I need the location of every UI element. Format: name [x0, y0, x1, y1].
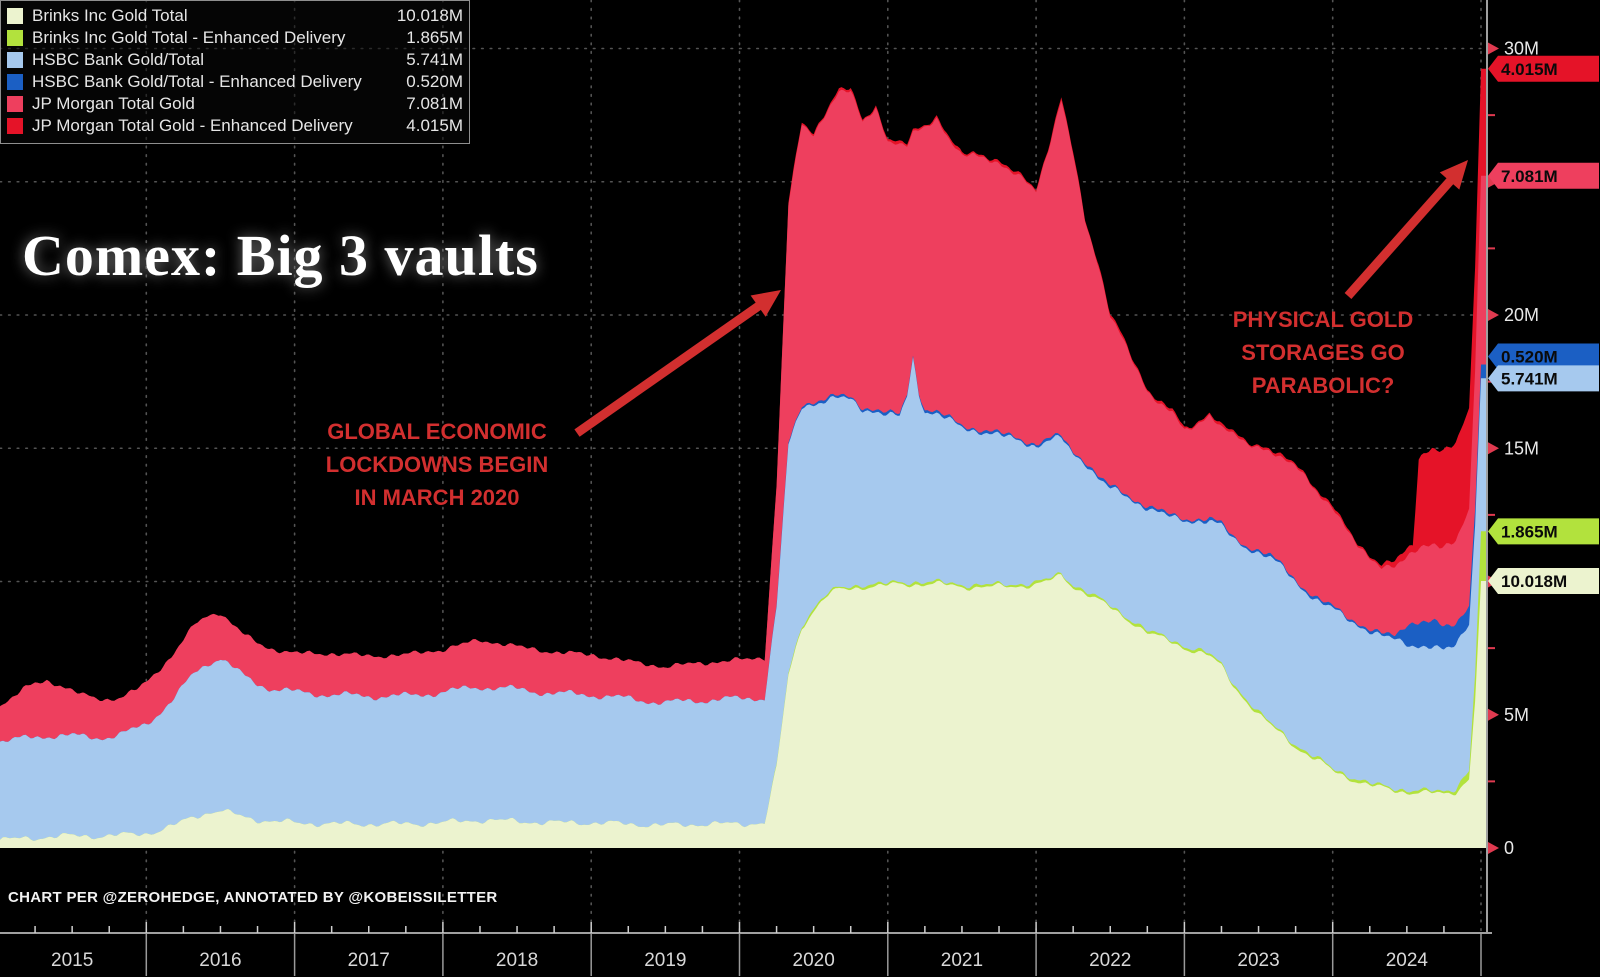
parabolic-arrow-shaft	[1344, 177, 1455, 299]
chart-title: Comex: Big 3 vaults	[22, 223, 539, 288]
year-label-2016: 2016	[199, 950, 241, 971]
year-label-2019: 2019	[644, 950, 686, 971]
value-badge-text: 10.018M	[1501, 572, 1567, 591]
legend-row: Brinks Inc Gold Total 10.018M	[7, 5, 463, 27]
legend-series-label: HSBC Bank Gold/Total	[32, 50, 204, 69]
annotation-lockdowns-line2: LOCKDOWNS BEGIN	[325, 452, 549, 477]
value-badge-5.741m: 5.741M	[1488, 365, 1599, 392]
y-tick-label-0: 0	[1504, 838, 1514, 858]
value-badge-shape	[1488, 55, 1599, 82]
y-major-tick-arrow	[1488, 842, 1499, 854]
legend-row: HSBC Bank Gold/Total 5.741M	[7, 49, 463, 71]
annotation-parabolic-line3: PARABOLIC?	[1251, 373, 1395, 398]
value-badge-text: 5.741M	[1501, 369, 1558, 388]
legend-row: JP Morgan Total Gold - Enhanced Delivery…	[7, 115, 463, 137]
value-badge-4.015m: 4.015M	[1488, 55, 1599, 82]
area-brinks-inc-gold-total	[0, 574, 1486, 848]
value-badge-shape	[1488, 365, 1599, 392]
value-badge-1.865m: 1.865M	[1488, 518, 1599, 545]
value-badge-7.081m: 7.081M	[1488, 162, 1599, 189]
x-axis-ticks	[34, 922, 1445, 933]
legend-swatch-icon	[7, 118, 23, 134]
legend-row: Brinks Inc Gold Total - Enhanced Deliver…	[7, 27, 463, 49]
value-badge-text: 7.081M	[1501, 167, 1558, 186]
value-badge-shape	[1488, 568, 1599, 595]
value-badge-10.018m: 10.018M	[1488, 568, 1599, 595]
stacked-areas	[0, 68, 1486, 848]
year-label-2015: 2015	[51, 950, 93, 971]
legend-swatch-icon	[7, 52, 23, 68]
legend-row: HSBC Bank Gold/Total - Enhanced Delivery…	[7, 71, 463, 93]
y-tick-label-20m: 20M	[1504, 305, 1539, 325]
year-label-2017: 2017	[348, 950, 390, 971]
legend-series-label: Brinks Inc Gold Total - Enhanced Deliver…	[32, 28, 346, 47]
value-badge-text: 4.015M	[1501, 60, 1558, 79]
legend-series-label: JP Morgan Total Gold	[32, 94, 195, 113]
legend-swatch-icon	[7, 30, 23, 46]
parabolic-arrow	[1344, 160, 1468, 299]
lockdowns-arrow-shaft	[574, 301, 763, 437]
year-label-2023: 2023	[1237, 950, 1279, 971]
y-major-tick-arrow	[1488, 309, 1499, 321]
y-tick-label-30m: 30M	[1504, 39, 1539, 59]
year-label-2021: 2021	[941, 950, 983, 971]
value-badge-0.520m: 0.520M	[1488, 343, 1599, 370]
chart-legend: Brinks Inc Gold Total 10.018M Brinks Inc G…	[0, 0, 470, 144]
y-tick-label-5m: 5M	[1504, 705, 1529, 725]
legend-series-value: 7.081M	[406, 94, 463, 113]
legend-swatch-icon	[7, 74, 23, 90]
value-badge-text: 1.865M	[1501, 522, 1558, 541]
annotation-parabolic-line1: PHYSICAL GOLD	[1232, 307, 1414, 332]
value-badge-shape	[1488, 162, 1599, 189]
legend-series-value: 5.741M	[406, 50, 463, 69]
annotation-lockdowns-line1: GLOBAL ECONOMIC	[327, 419, 547, 444]
legend-row: JP Morgan Total Gold 7.081M	[7, 93, 463, 115]
lockdowns-arrow	[574, 290, 781, 437]
legend-series-label: Brinks Inc Gold Total	[32, 6, 188, 25]
y-major-tick-arrow	[1488, 442, 1499, 455]
value-badge-shape	[1488, 343, 1599, 370]
year-label-2024: 2024	[1386, 950, 1429, 971]
legend-swatch-icon	[7, 96, 23, 112]
year-label-2018: 2018	[496, 950, 538, 971]
annotation-arrows	[574, 160, 1468, 437]
legend-swatch-icon	[7, 8, 23, 24]
legend-series-value: 1.865M	[406, 28, 463, 47]
annotation-lockdowns-line3: IN MARCH 2020	[354, 485, 520, 510]
y-tick-label-15m: 15M	[1504, 438, 1539, 458]
year-label-2020: 2020	[793, 950, 835, 971]
legend-series-label: HSBC Bank Gold/Total - Enhanced Delivery	[32, 72, 362, 91]
annotation-parabolic: PHYSICAL GOLD STORAGES GO PARABOLIC?	[1173, 303, 1473, 402]
parabolic-arrow-head	[1439, 160, 1468, 190]
value-badge-text: 0.520M	[1501, 347, 1558, 366]
year-label-2022: 2022	[1089, 950, 1131, 971]
annotation-lockdowns: GLOBAL ECONOMIC LOCKDOWNS BEGIN IN MARCH…	[287, 415, 587, 514]
legend-series-label: JP Morgan Total Gold - Enhanced Delivery	[32, 116, 353, 135]
legend-series-value: 10.018M	[396, 6, 463, 25]
source-watermark: CHART PER @ZEROHEDGE, ANNOTATED BY @KOBE…	[8, 889, 498, 906]
value-badge-shape	[1488, 518, 1599, 545]
y-major-tick-arrow	[1488, 708, 1499, 721]
annotation-parabolic-line2: STORAGES GO	[1241, 340, 1405, 365]
legend-series-value: 4.015M	[406, 116, 463, 135]
lockdowns-arrow-head	[750, 290, 781, 317]
legend-series-value: 0.520M	[406, 72, 463, 91]
y-major-tick-arrow	[1488, 42, 1499, 55]
